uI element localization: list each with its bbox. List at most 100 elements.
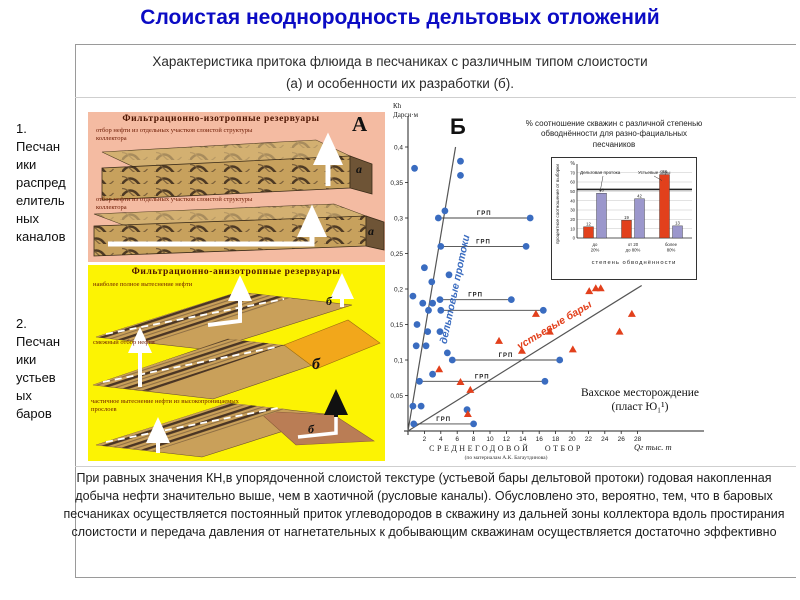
frac-label: ГРП — [477, 211, 492, 217]
svg-text:8: 8 — [472, 436, 476, 443]
svg-text:20%: 20% — [591, 248, 600, 253]
divider-bottom — [75, 577, 796, 578]
svg-text:40: 40 — [570, 198, 575, 203]
svg-text:4: 4 — [439, 436, 443, 443]
inset-y-axis-label: процентное соотношение от выборки — [555, 164, 560, 244]
frac-label: ГРП — [436, 417, 451, 423]
inset-chart-title: % соотношение скважин с различной степен… — [525, 119, 703, 149]
svg-text:20: 20 — [568, 436, 576, 443]
divider-left — [75, 44, 76, 578]
panel-b-title: Фильтрационно-анизотропные резервуары — [131, 267, 341, 277]
production-arrow-icon — [108, 204, 327, 247]
svg-text:более: более — [665, 242, 678, 247]
panel-a-title: Фильтрационно-изотропные резервуары — [122, 114, 320, 124]
svg-text:до: до — [593, 242, 599, 247]
bar-delta-channel — [634, 198, 645, 239]
panel-a-caption-top: отбор нефти из отдельных участков слоист… — [96, 127, 253, 143]
panel-b-caption-3: частичное вытеснение нефти из высокопрон… — [91, 398, 239, 414]
svg-text:18: 18 — [552, 436, 560, 443]
data-point-delta — [526, 214, 534, 222]
svg-text:0,2: 0,2 — [394, 286, 403, 293]
svg-text:13: 13 — [675, 220, 680, 225]
data-point-bar — [517, 346, 526, 354]
frac-label: ГРП — [468, 293, 483, 299]
svg-text:30: 30 — [570, 208, 575, 213]
bar-mouth-bars — [621, 220, 632, 239]
data-point-delta — [539, 306, 547, 314]
side-label-distribution-channels: 1. Песчан ики распред елитель ных канало… — [16, 121, 66, 244]
bar-delta-channel — [596, 193, 607, 239]
svg-text:80%: 80% — [667, 248, 676, 253]
svg-text:50: 50 — [570, 189, 575, 194]
side-label-mouth-bars: 2. Песчан ики устьев ых баров — [16, 316, 61, 421]
data-point-delta — [437, 243, 445, 250]
data-point-delta — [411, 164, 418, 172]
svg-text:10: 10 — [486, 436, 494, 443]
bar-block-3 — [95, 389, 375, 458]
data-point-delta — [437, 306, 445, 314]
data-point-bar — [463, 409, 472, 417]
data-point-delta — [457, 172, 464, 179]
data-point-delta — [410, 420, 418, 428]
panel-b — [88, 265, 385, 461]
sandstone-block-1 — [101, 132, 373, 201]
svg-text:6: 6 — [455, 436, 459, 443]
sandstone-block-2 — [93, 203, 385, 257]
bar-mouth-bars — [583, 226, 594, 239]
flow-arrow-icon — [207, 275, 252, 327]
data-point-delta — [443, 349, 451, 357]
legend-mouth-bars: Устьевые бары — [638, 170, 670, 175]
data-point-delta — [409, 402, 417, 410]
x-axis-unit: Qг тыс. т — [634, 442, 672, 452]
data-point-bar — [531, 309, 540, 317]
data-point-bar — [615, 327, 624, 335]
block-label-b2: б — [312, 356, 320, 373]
data-point-delta — [429, 299, 436, 307]
field-annotation: (пласт Ю₁¹) — [612, 401, 669, 413]
svg-text:20: 20 — [570, 217, 575, 222]
svg-text:от 20: от 20 — [628, 242, 639, 247]
divider-figure-bottom — [75, 466, 796, 467]
data-point-bar — [545, 327, 554, 335]
data-point-bar — [596, 284, 605, 292]
series-label-mouth-bars: устьевые бары — [514, 298, 594, 353]
svg-text:48: 48 — [599, 188, 604, 193]
svg-text:26: 26 — [618, 436, 626, 443]
frac-label: ГРП — [475, 374, 490, 380]
svg-text:0,25: 0,25 — [390, 251, 403, 258]
svg-text:%: % — [571, 161, 576, 167]
svg-text:10: 10 — [570, 226, 575, 231]
block-label-b1: б — [326, 294, 332, 308]
bar-block-2 — [92, 319, 381, 400]
data-point-delta — [436, 328, 444, 335]
data-point-delta — [412, 342, 420, 350]
svg-text:до 80%: до 80% — [626, 248, 641, 253]
data-point-delta — [448, 356, 456, 364]
data-point-delta — [522, 243, 530, 250]
data-point-delta — [470, 420, 477, 428]
page-title: Слоистая неоднородность дельтовых отложе… — [140, 6, 660, 29]
bar-mouth-bars — [659, 174, 670, 239]
data-point-delta — [422, 342, 430, 350]
data-point-delta — [507, 296, 515, 304]
svg-text:60: 60 — [570, 180, 575, 185]
divider-top — [75, 44, 796, 45]
block-label-b3: б — [308, 422, 314, 436]
plot-letter-b: Б — [450, 114, 466, 139]
data-point-bar — [466, 385, 475, 393]
data-point-delta — [434, 214, 442, 222]
svg-text:24: 24 — [601, 436, 609, 443]
data-point-bar — [456, 378, 465, 386]
data-point-delta — [425, 306, 432, 314]
svg-text:0,4: 0,4 — [394, 144, 403, 151]
svg-text:0,3: 0,3 — [394, 215, 403, 222]
data-point-delta — [413, 321, 421, 328]
svg-text:0,1: 0,1 — [394, 357, 403, 364]
x-axis-note: (по материалам А.К. Багаутдинова) — [465, 454, 548, 461]
divider-subtitle — [75, 97, 796, 98]
data-point-delta — [445, 271, 453, 279]
panel-b-illustration — [92, 273, 381, 458]
data-point-delta — [441, 207, 449, 215]
legend-delta-channel: Дельтовая протока — [580, 170, 621, 175]
